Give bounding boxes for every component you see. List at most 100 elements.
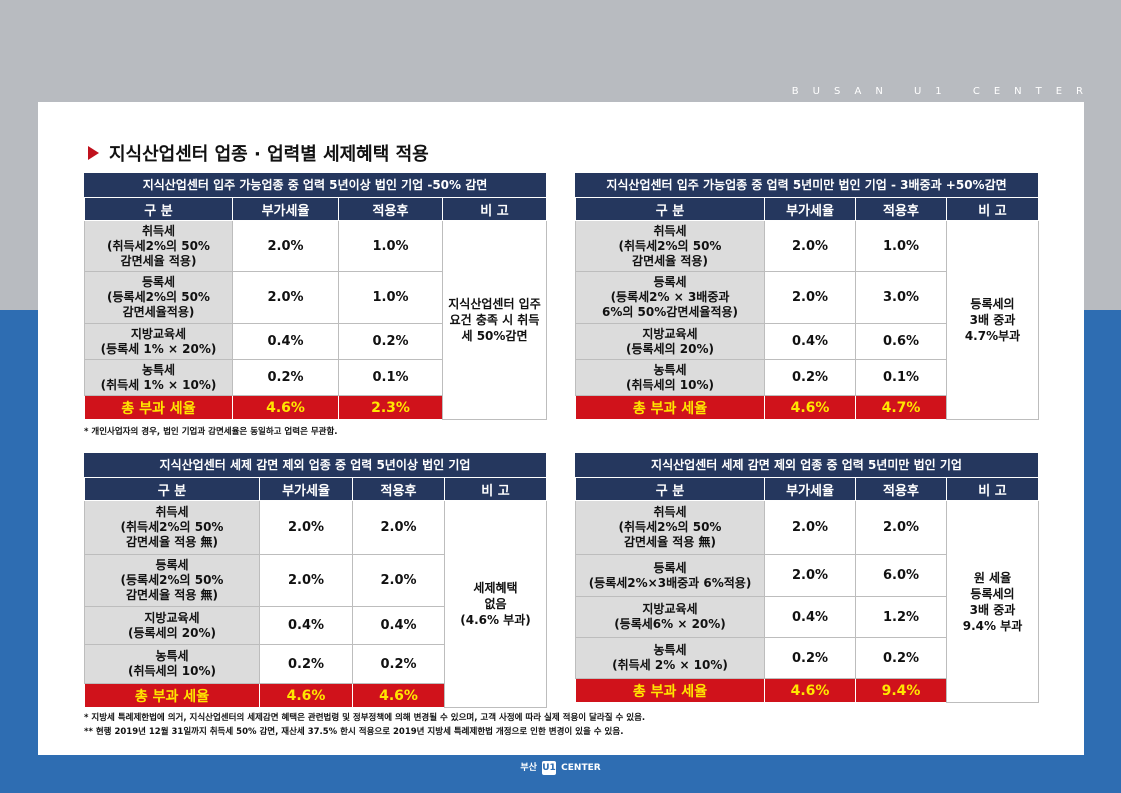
header-note: 비 고 — [444, 477, 547, 501]
row-label: 등록세 (등록세2%×3배중과 6%적용) — [575, 554, 765, 597]
page-title-text: 지식산업센터 업종 · 업력별 세제혜택 적용 — [109, 144, 429, 165]
footer-logo: 부산 U1 CENTER — [0, 760, 1121, 775]
total-after: 4.7% — [855, 395, 947, 420]
row-after: 2.0% — [352, 500, 445, 555]
footer-logo-text: CENTER — [561, 763, 601, 773]
table-header-row: 구 분 부가세율 적용후 비 고 — [84, 477, 547, 501]
row-after: 0.1% — [338, 359, 443, 396]
header-note: 비 고 — [442, 197, 547, 221]
row-rate: 0.2% — [764, 359, 856, 396]
footer-logo-prefix: 부산 — [520, 763, 537, 773]
total-rate: 4.6% — [232, 395, 339, 420]
row-rate: 0.4% — [764, 596, 856, 638]
header-category: 구 분 — [575, 197, 765, 221]
header-note: 비 고 — [946, 477, 1039, 501]
total-rate: 4.6% — [764, 678, 856, 703]
header-tax-rate: 부가세율 — [232, 197, 339, 221]
header-after: 적용후 — [338, 197, 443, 221]
row-note: 등록세의 3배 중과 4.7%부과 — [946, 220, 1039, 420]
footnote-sole-proprietor: * 개인사업자의 경우, 법인 기업과 감면세율은 동일하고 업력은 무관함. — [84, 427, 338, 437]
row-note: 지식산업센터 입주 요건 충족 시 취득 세 50%감면 — [442, 220, 547, 420]
row-after: 0.2% — [352, 644, 445, 684]
row-after: 3.0% — [855, 271, 947, 324]
total-rate: 4.6% — [764, 395, 856, 420]
row-label: 취득세 (취득세2%의 50% 감면세율 적용) — [84, 220, 233, 272]
table-header-row: 구 분 부가세율 적용후 비 고 — [575, 477, 1039, 501]
row-after: 1.0% — [855, 220, 947, 272]
row-after: 1.0% — [338, 220, 443, 272]
table-row: 지방교육세 (등록세 1% × 20%) 0.4% 0.2% — [84, 323, 547, 360]
total-row: 총 부과 세율 4.6% 4.6% — [84, 683, 547, 708]
row-label: 농특세 (취득세의 10%) — [575, 359, 765, 396]
row-after: 2.0% — [855, 500, 947, 555]
row-label: 등록세 (등록세2% × 3배중과 6%의 50%감면세율적용) — [575, 271, 765, 324]
row-label: 농특세 (취득세 1% × 10%) — [84, 359, 233, 396]
header-after: 적용후 — [855, 477, 947, 501]
total-label: 총 부과 세율 — [84, 683, 260, 708]
row-rate: 2.0% — [764, 220, 856, 272]
row-label: 취득세 (취득세2%의 50% 감면세율 적용 無) — [575, 500, 765, 555]
triangle-bullet-icon — [88, 146, 99, 160]
row-label: 등록세 (등록세2%의 50% 감면세율 적용 無) — [84, 554, 260, 607]
row-after: 0.4% — [352, 606, 445, 645]
table-row: 등록세 (등록세2%×3배중과 6%적용) 2.0% 6.0% — [575, 554, 1039, 597]
table-row: 등록세 (등록세2%의 50% 감면세율 적용 無) 2.0% 2.0% — [84, 554, 547, 607]
row-after: 0.1% — [855, 359, 947, 396]
table-title: 지식산업센터 세제 감면 제외 업종 중 업력 5년이상 법인 기업 — [84, 453, 546, 477]
row-rate: 0.4% — [259, 606, 353, 645]
row-after: 1.2% — [855, 596, 947, 638]
row-rate: 2.0% — [232, 271, 339, 324]
row-label: 취득세 (취득세2%의 50% 감면세율 적용 無) — [84, 500, 260, 555]
row-rate: 0.2% — [764, 637, 856, 679]
tax-table-new-no-exempt: 지식산업센터 세제 감면 제외 업종 중 업력 5년미만 법인 기업 구 분 부… — [575, 453, 1039, 703]
total-after: 2.3% — [338, 395, 443, 420]
total-row: 총 부과 세율 4.6% 9.4% — [575, 678, 1039, 703]
table-row: 지방교육세 (등록세6% × 20%) 0.4% 1.2% — [575, 596, 1039, 638]
total-after: 9.4% — [855, 678, 947, 703]
table-row: 취득세 (취득세2%의 50% 감면세율 적용 無) 2.0% 2.0% 원 세… — [575, 500, 1039, 703]
table-title: 지식산업센터 입주 가능업종 중 업력 5년미만 법인 기업 - 3배중과 +5… — [575, 173, 1038, 197]
table-row: 등록세 (등록세2% × 3배중과 6%의 50%감면세율적용) 2.0% 3.… — [575, 271, 1039, 324]
table-row: 취득세 (취득세2%의 50% 감면세율 적용 無) 2.0% 2.0% 세제혜… — [84, 500, 547, 708]
row-after: 0.2% — [338, 323, 443, 360]
row-after: 0.6% — [855, 323, 947, 360]
table-header-row: 구 분 부가세율 적용후 비 고 — [575, 197, 1039, 221]
row-rate: 2.0% — [764, 554, 856, 597]
header-note: 비 고 — [946, 197, 1039, 221]
table-row: 지방교육세 (등록세의 20%) 0.4% 0.4% — [84, 606, 547, 645]
row-label: 등록세 (등록세2%의 50% 감면세율적용) — [84, 271, 233, 324]
total-label: 총 부과 세율 — [575, 678, 765, 703]
page-title: 지식산업센터 업종 · 업력별 세제혜택 적용 — [88, 140, 429, 166]
table-header-row: 구 분 부가세율 적용후 비 고 — [84, 197, 547, 221]
row-label: 지방교육세 (등록세의 20%) — [575, 323, 765, 360]
header-category: 구 분 — [84, 197, 233, 221]
table-title: 지식산업센터 세제 감면 제외 업종 중 업력 5년미만 법인 기업 — [575, 453, 1038, 477]
row-rate: 2.0% — [259, 554, 353, 607]
row-rate: 0.2% — [232, 359, 339, 396]
row-after: 6.0% — [855, 554, 947, 597]
total-label: 총 부과 세율 — [84, 395, 233, 420]
header-after: 적용후 — [855, 197, 947, 221]
tax-table-established-exempt: 지식산업센터 입주 가능업종 중 업력 5년이상 법인 기업 -50% 감면 구… — [84, 173, 547, 420]
row-after: 1.0% — [338, 271, 443, 324]
row-label: 지방교육세 (등록세6% × 20%) — [575, 596, 765, 638]
header-tax-rate: 부가세율 — [764, 477, 856, 501]
table-row: 취득세 (취득세2%의 50% 감면세율 적용) 2.0% 1.0% 등록세의 … — [575, 220, 1039, 420]
header-category: 구 분 — [84, 477, 260, 501]
u1-logo-icon: U1 — [542, 760, 557, 775]
table-row: 농특세 (취득세 2% × 10%) 0.2% 0.2% — [575, 637, 1039, 679]
row-rate: 0.4% — [764, 323, 856, 360]
row-label: 농특세 (취득세 2% × 10%) — [575, 637, 765, 679]
header-category: 구 분 — [575, 477, 765, 501]
total-row: 총 부과 세율 4.6% 2.3% — [84, 395, 547, 420]
total-after: 4.6% — [352, 683, 445, 708]
tax-table: 구 분 부가세율 적용후 비 고 취득세 (취득세2%의 50% 감면세율 적용… — [575, 197, 1039, 420]
header-tax-rate: 부가세율 — [764, 197, 856, 221]
header-after: 적용후 — [352, 477, 445, 501]
row-note: 원 세율 등록세의 3배 중과 9.4% 부과 — [946, 500, 1039, 703]
table-row: 취득세 (취득세2%의 50% 감면세율 적용) 2.0% 1.0% 지식산업센… — [84, 220, 547, 420]
total-rate: 4.6% — [259, 683, 353, 708]
table-row: 농특세 (취득세의 10%) 0.2% 0.1% — [575, 359, 1039, 396]
content-card: 지식산업센터 업종 · 업력별 세제혜택 적용 지식산업센터 입주 가능업종 중… — [38, 102, 1084, 755]
footnote-current-policy: ** 현행 2019년 12월 31일까지 취득세 50% 감면, 재산세 37… — [84, 727, 624, 737]
